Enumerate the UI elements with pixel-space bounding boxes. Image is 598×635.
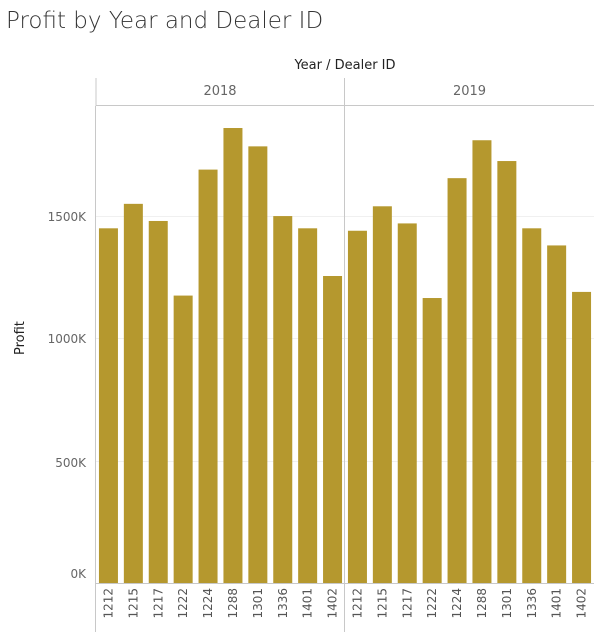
bar-2018-1215 (123, 203, 143, 583)
bar-2018-1212 (98, 228, 118, 584)
x-tick-label: 1402 (326, 588, 340, 619)
bar-2019-1301 (497, 161, 517, 584)
chart-title: Profit by Year and Dealer ID (6, 8, 324, 34)
bar-2018-1301 (248, 146, 268, 583)
bar-2018-1222 (173, 295, 193, 583)
x-tick-label: 1212 (350, 588, 364, 619)
x-tick-label: 1215 (375, 588, 389, 619)
y-tick-label: 1500K (47, 210, 86, 224)
x-tick-label: 1222 (425, 588, 439, 619)
column-header-label: Year / Dealer ID (294, 58, 396, 73)
bar-2018-1288 (223, 128, 243, 583)
bar-2019-1222 (422, 298, 442, 583)
bar-2019-1224 (447, 178, 467, 583)
bar-2019-1401 (547, 245, 567, 583)
x-tick-label: 1301 (500, 588, 514, 619)
x-tick-label: 1401 (550, 588, 564, 619)
bar-2018-1336 (273, 216, 293, 584)
panel-year-label-2019: 2019 (452, 84, 487, 99)
x-tick-label: 1401 (301, 588, 315, 619)
x-tick-label: 1336 (276, 588, 290, 619)
bar-2019-1288 (472, 140, 492, 583)
bar-2019-1215 (372, 206, 392, 584)
y-tick-label: 1000K (47, 332, 86, 346)
bar-2018-1217 (148, 220, 168, 583)
x-tick-label: 1301 (251, 588, 265, 619)
x-tick-label: 1215 (126, 588, 140, 619)
x-tick-label: 1288 (226, 588, 240, 619)
x-tick-label: 1402 (575, 588, 589, 619)
x-tick-label: 1224 (201, 588, 215, 619)
x-tick-label: 1217 (151, 588, 165, 619)
x-tick-label: 1288 (475, 588, 489, 619)
bar-2019-1402 (572, 291, 592, 583)
bar-2018-1401 (298, 228, 318, 584)
bar-2019-1217 (397, 223, 417, 583)
bar-2019-1336 (522, 228, 542, 584)
bar-2018-1224 (198, 169, 218, 583)
x-tick-label: 1222 (176, 588, 190, 619)
x-tick-label: 1212 (101, 588, 115, 619)
x-tick-label: 1224 (450, 588, 464, 619)
panel-year-label-2018: 2018 (203, 84, 237, 99)
y-tick-label: 0K (70, 567, 86, 581)
y-tick-label: 500K (55, 456, 86, 470)
x-tick-label: 1217 (400, 588, 414, 619)
bar-2018-1402 (323, 276, 343, 583)
x-tick-label: 1336 (525, 588, 539, 619)
bar-2019-1212 (347, 230, 367, 583)
